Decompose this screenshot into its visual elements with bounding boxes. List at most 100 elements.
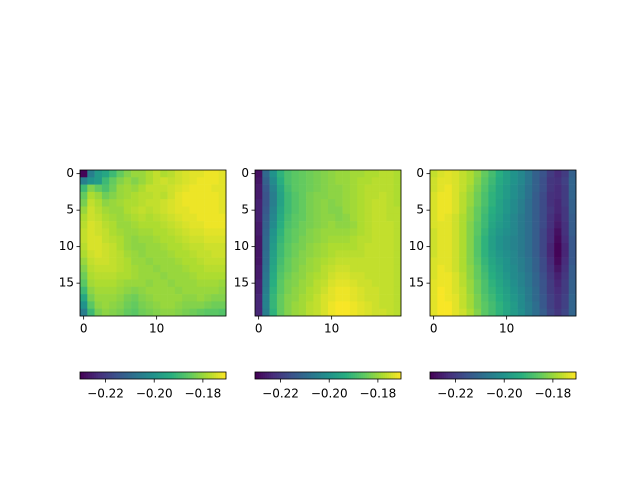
heatmap-cell bbox=[320, 286, 329, 295]
colorbar-segment bbox=[532, 372, 535, 379]
heatmap-cell bbox=[393, 308, 402, 317]
heatmap-cell bbox=[138, 279, 146, 288]
heatmap-cell bbox=[371, 308, 380, 317]
heatmap-cell bbox=[524, 308, 533, 317]
colorbar-segment bbox=[572, 372, 575, 379]
heatmap-cell bbox=[495, 177, 504, 185]
heatmap-cell bbox=[386, 279, 394, 288]
heatmap-cell bbox=[481, 279, 489, 288]
heatmap-cell bbox=[291, 213, 300, 222]
heatmap-cell bbox=[437, 235, 445, 244]
colorbar-segment bbox=[98, 372, 101, 379]
heatmap-cell bbox=[160, 286, 168, 295]
colorbar-segment bbox=[450, 372, 453, 379]
heatmap-cell bbox=[328, 308, 336, 317]
heatmap-cell bbox=[481, 184, 489, 193]
heatmap-cell bbox=[218, 257, 227, 266]
heatmap-cell bbox=[488, 184, 496, 193]
heatmap-cell bbox=[204, 177, 212, 185]
heatmap-cell bbox=[167, 199, 176, 207]
heatmap-cell bbox=[313, 243, 321, 251]
heatmap-cell bbox=[276, 264, 285, 273]
heatmap-cell bbox=[473, 272, 482, 280]
heatmap-cell bbox=[495, 228, 504, 236]
heatmap-cell bbox=[262, 206, 270, 215]
heatmap-cell bbox=[524, 250, 533, 258]
heatmap-cell bbox=[116, 294, 125, 302]
heatmap-cell bbox=[554, 191, 562, 200]
heatmap-cell bbox=[80, 221, 88, 229]
colorbar-segment bbox=[289, 372, 292, 379]
heatmap-cell bbox=[153, 170, 161, 178]
heatmap-cell bbox=[517, 308, 526, 317]
heatmap-cell bbox=[123, 228, 132, 236]
heatmap-cell bbox=[357, 301, 365, 309]
heatmap-cell bbox=[255, 308, 263, 317]
colorbar-segment bbox=[482, 372, 485, 379]
heatmap-cell bbox=[328, 264, 336, 273]
heatmap-cell bbox=[371, 272, 380, 280]
heatmap-cell bbox=[451, 272, 460, 280]
heatmap-cell bbox=[473, 264, 482, 273]
heatmap-cell bbox=[131, 264, 139, 273]
heatmap-cell bbox=[328, 170, 336, 178]
colorbar-segment bbox=[301, 372, 304, 379]
heatmap-cell bbox=[379, 213, 387, 222]
colorbar-segment bbox=[486, 372, 489, 379]
heatmap-cell bbox=[262, 191, 270, 200]
heatmap-cell bbox=[481, 221, 489, 229]
heatmap-cell bbox=[211, 279, 219, 288]
heatmap-cell bbox=[298, 301, 307, 309]
heatmap-cell bbox=[561, 228, 569, 236]
heatmap-cell bbox=[444, 191, 453, 200]
heatmap-cell bbox=[466, 235, 475, 244]
colorbar-segment bbox=[363, 372, 366, 379]
heatmap-cell bbox=[473, 250, 482, 258]
heatmap-cell bbox=[313, 213, 321, 222]
colorbar-segment bbox=[552, 372, 555, 379]
heatmap-cell bbox=[211, 272, 219, 280]
heatmap-cell bbox=[101, 213, 110, 222]
heatmap-cell bbox=[109, 235, 117, 244]
heatmap-cell bbox=[473, 286, 482, 295]
heatmap-cell bbox=[138, 191, 146, 200]
heatmap-cell bbox=[211, 184, 219, 193]
heatmap-cell bbox=[379, 279, 387, 288]
heatmap-cell bbox=[174, 286, 183, 295]
colorbar-segment bbox=[395, 372, 398, 379]
heatmap-cell bbox=[393, 272, 402, 280]
heatmap-cell bbox=[313, 191, 321, 200]
heatmap-cell bbox=[109, 279, 117, 288]
heatmap-cell bbox=[481, 235, 489, 244]
heatmap-cell bbox=[87, 250, 95, 258]
heatmap-cell bbox=[101, 177, 110, 185]
colorbar-segment bbox=[144, 372, 147, 379]
heatmap-cell bbox=[481, 170, 489, 178]
heatmap-cell bbox=[349, 221, 358, 229]
heatmap-cell bbox=[510, 308, 518, 317]
heatmap-cell bbox=[430, 279, 438, 288]
heatmap-cell bbox=[284, 243, 292, 251]
heatmap-cell bbox=[342, 170, 351, 178]
heatmap-cell bbox=[510, 191, 518, 200]
heatmap-cell bbox=[101, 286, 110, 295]
heatmap-cell bbox=[153, 308, 161, 317]
y-tick-label: 0 bbox=[66, 166, 74, 180]
heatmap-cell bbox=[320, 250, 329, 258]
heatmap-cell bbox=[189, 279, 198, 288]
heatmap-cell bbox=[262, 184, 270, 193]
heatmap-cell bbox=[80, 206, 88, 215]
heatmap-cell bbox=[284, 272, 292, 280]
heatmap-cell bbox=[196, 199, 205, 207]
heatmap-cell bbox=[196, 170, 205, 178]
heatmap-cell bbox=[204, 243, 212, 251]
heatmap-cell bbox=[116, 170, 125, 178]
heatmap-cell bbox=[495, 243, 504, 251]
heatmap-cell bbox=[131, 191, 139, 200]
heatmap-cell bbox=[145, 221, 154, 229]
colorbar-segment bbox=[311, 372, 314, 379]
heatmap-cell bbox=[561, 286, 569, 295]
heatmap-cell bbox=[131, 199, 139, 207]
heatmap-cell bbox=[386, 213, 394, 222]
heatmap-cell bbox=[430, 286, 438, 295]
